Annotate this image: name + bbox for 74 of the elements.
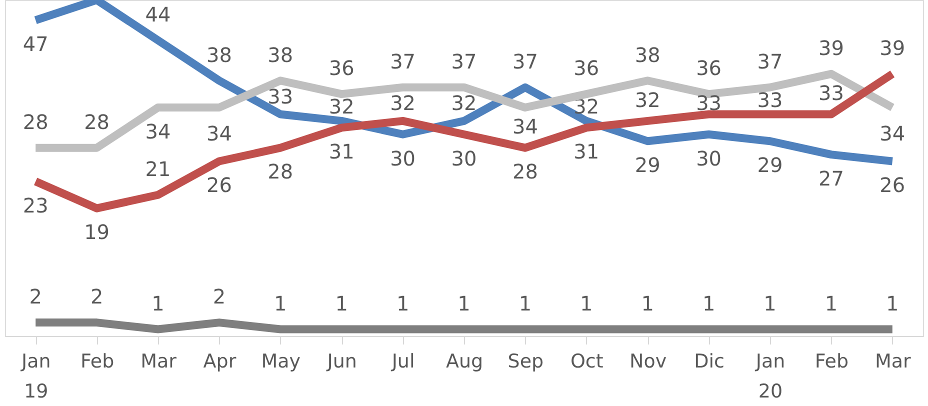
data-label: 38	[634, 42, 660, 67]
data-label: 37	[512, 49, 538, 74]
x-tick-label: Mar	[140, 350, 177, 372]
x-tick-label: Dic	[694, 350, 724, 372]
data-label: 26	[206, 173, 232, 198]
data-label: 37	[757, 49, 783, 74]
data-label: 30	[451, 146, 477, 170]
data-label: 38	[206, 42, 232, 67]
data-label: 29	[634, 152, 660, 177]
x-tick-label: Nov	[630, 350, 667, 372]
data-label: 1	[641, 291, 654, 316]
x-tick-label: Jul	[390, 350, 415, 372]
data-label: 1	[764, 291, 776, 316]
data-label: 39	[880, 36, 906, 60]
data-label: 37	[451, 49, 477, 74]
data-label: 32	[574, 94, 600, 119]
data-label: 36	[696, 56, 722, 80]
x-tick-label: Jan 20	[754, 350, 786, 402]
data-label: 1	[824, 291, 838, 316]
data-label: 33	[268, 84, 294, 108]
x-tick-label: May	[261, 350, 301, 372]
data-label: 33	[757, 88, 783, 112]
data-label: 1	[886, 291, 899, 316]
data-label: 33	[818, 81, 844, 106]
data-label: 19	[84, 220, 110, 244]
x-tick-label: Aug	[446, 350, 484, 372]
data-label: 28	[268, 160, 294, 184]
data-label: 27	[818, 166, 844, 190]
data-label: 1	[152, 291, 164, 316]
data-label: 36	[574, 56, 600, 80]
data-label: 34	[880, 121, 906, 146]
data-label: 34	[512, 114, 538, 139]
data-label: 33	[696, 91, 722, 116]
data-label: 2	[90, 284, 104, 309]
data-label: 26	[880, 173, 906, 198]
data-label: 1	[458, 291, 470, 316]
data-label: 39	[818, 36, 844, 60]
data-label: 31	[328, 140, 354, 164]
data-label: 32	[451, 91, 477, 116]
x-tick-label: Jun	[326, 350, 357, 372]
data-label: 38	[268, 42, 294, 67]
data-label: 29	[757, 152, 783, 177]
data-label: 1	[518, 291, 532, 316]
data-label: 2	[29, 284, 42, 309]
data-label: 32	[328, 94, 354, 119]
data-label: 1	[702, 291, 716, 316]
data-label: 28	[512, 160, 538, 184]
data-label: 1	[274, 291, 287, 316]
x-tick-label: Feb	[814, 350, 849, 372]
data-label: 30	[696, 146, 722, 170]
data-label: 32	[390, 91, 416, 116]
data-label: 34	[206, 121, 232, 146]
x-tick-label: Sep	[508, 350, 544, 372]
data-label: 36	[328, 56, 354, 80]
data-label: 28	[22, 110, 48, 134]
data-label: 37	[390, 49, 416, 74]
data-label: 2	[212, 284, 226, 309]
data-label: 44	[145, 2, 171, 26]
data-label: 23	[22, 193, 48, 218]
data-label: 32	[634, 88, 660, 112]
data-label: 31	[574, 140, 600, 164]
data-label: 1	[580, 291, 593, 316]
x-tick-label: Apr	[203, 350, 236, 372]
x-tick-label: Feb	[80, 350, 114, 372]
x-tick-label: Jan 19	[20, 350, 51, 402]
x-tick-label: Oct	[570, 350, 604, 372]
data-label: 28	[84, 110, 110, 134]
x-tick-label: Mar	[874, 350, 912, 372]
data-label: 21	[145, 157, 171, 182]
data-label: 34	[145, 119, 171, 144]
data-label: 30	[390, 146, 416, 170]
data-label: 47	[22, 32, 48, 56]
data-label: 1	[396, 291, 410, 316]
data-label: 1	[335, 291, 348, 316]
